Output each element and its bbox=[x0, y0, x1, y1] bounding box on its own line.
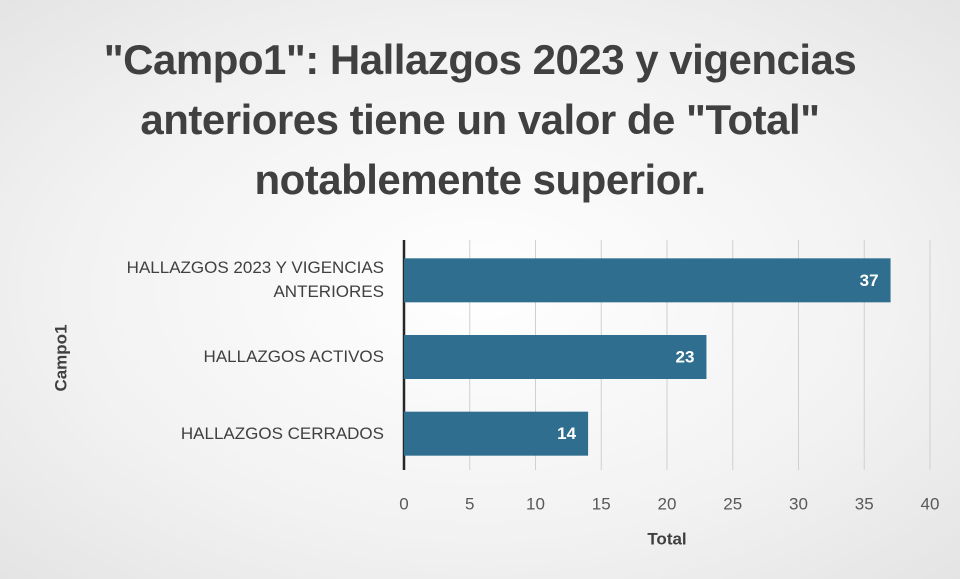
x-tick-label: 20 bbox=[658, 494, 677, 513]
bar bbox=[404, 258, 891, 303]
bar bbox=[404, 411, 589, 456]
chart-title: "Campo1": Hallazgos 2023 y vigencias ant… bbox=[103, 36, 857, 203]
x-tick-label: 40 bbox=[921, 494, 940, 513]
y-axis-title: Campo1 bbox=[51, 324, 70, 391]
data-label: 23 bbox=[676, 347, 695, 366]
x-tick-label: 35 bbox=[855, 494, 874, 513]
y-tick-label: HALLAZGOS ACTIVOS bbox=[203, 347, 384, 366]
x-axis-title: Total bbox=[647, 529, 686, 548]
x-tick-label: 5 bbox=[465, 494, 474, 513]
x-tick-label: 0 bbox=[399, 494, 408, 513]
x-tick-label: 15 bbox=[592, 494, 611, 513]
data-label: 14 bbox=[557, 424, 576, 443]
y-tick-label: HALLAZGOS CERRADOS bbox=[180, 423, 384, 443]
data-label: 37 bbox=[860, 271, 879, 290]
x-tick-label: 10 bbox=[526, 494, 545, 513]
x-tick-label: 30 bbox=[789, 494, 808, 513]
x-tick-label: 25 bbox=[723, 494, 742, 513]
bar bbox=[404, 335, 707, 379]
y-tick-label: HALLAZGOS 2023 Y VIGENCIAS ANTERIORES bbox=[126, 258, 384, 302]
